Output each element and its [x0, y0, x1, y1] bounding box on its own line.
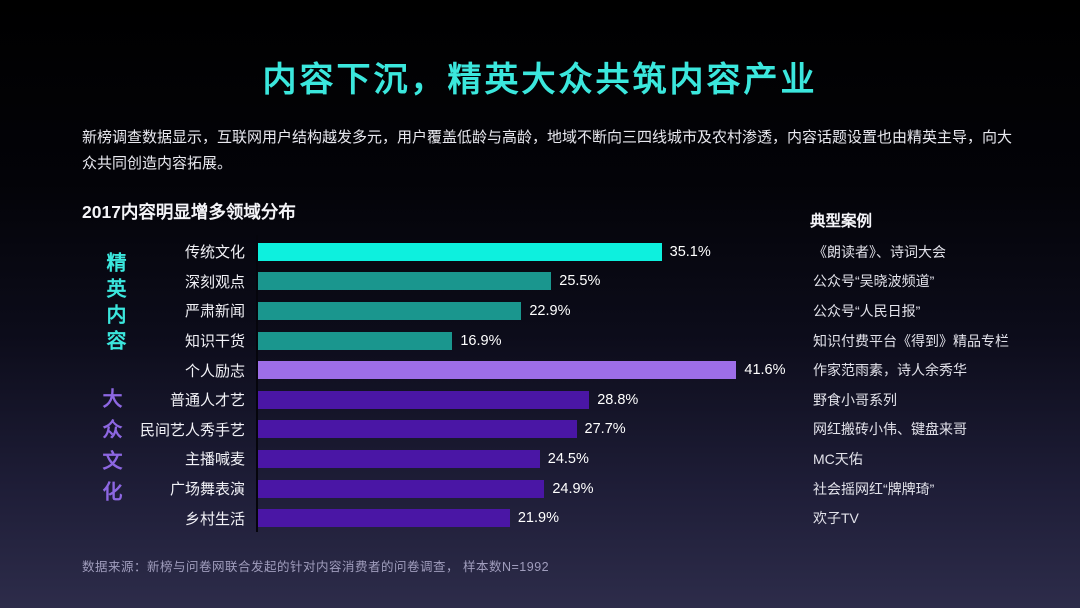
case-label: 社会摇网红“牌牌琦” — [813, 480, 935, 497]
category-label: 民间艺人秀手艺 — [139, 421, 245, 439]
bar — [258, 390, 590, 409]
value-label: 41.6% — [744, 362, 786, 379]
bar-row: 乡村生活 21.9% 欢子TV — [82, 503, 1072, 533]
value-label: 27.7% — [584, 421, 626, 438]
group-label-mass: 大众文化 — [99, 388, 121, 512]
value-label: 16.9% — [460, 332, 502, 349]
bar-row: 广场舞表演 24.9% 社会摇网红“牌牌琦” — [82, 474, 1072, 504]
category-label: 个人励志 — [184, 362, 245, 380]
value-label: 28.8% — [597, 391, 639, 408]
category-label: 深刻观点 — [184, 273, 245, 291]
bar-chart: 传统文化 35.1% 《朗读者》、诗词大会深刻观点 25.5% 公众号“吴晓波频道” 严肃… — [82, 235, 1072, 533]
case-label: 网红搬砖小伟、键盘来哥 — [813, 421, 967, 438]
source-note: 数据来源：新榜与问卷网联合发起的针对内容消费者的问卷调查， 样本数N=1992 — [82, 560, 550, 574]
bar-track: 24.5% — [258, 449, 803, 468]
group-label-elite: 精英内容 — [103, 252, 125, 356]
bar-row: 深刻观点 25.5% 公众号“吴晓波频道” — [82, 267, 1072, 297]
bar-track: 21.9% — [258, 509, 803, 528]
category-label: 传统文化 — [184, 244, 245, 262]
case-label: MC天佑 — [813, 450, 863, 467]
case-label: 公众号“人民日报” — [813, 302, 921, 319]
case-label: 欢子TV — [813, 510, 859, 527]
value-label: 25.5% — [559, 273, 601, 290]
bar — [258, 272, 552, 291]
value-label: 21.9% — [517, 510, 559, 527]
bar-track: 28.8% — [258, 390, 803, 409]
category-label: 知识干货 — [184, 333, 245, 351]
bar-row: 严肃新闻 22.9% 公众号“人民日报” — [82, 296, 1072, 326]
case-label: 公众号“吴晓波频道” — [813, 273, 935, 290]
bar-track: 24.9% — [258, 479, 803, 498]
bar — [258, 420, 577, 439]
bar-track: 25.5% — [258, 272, 803, 291]
value-label: 22.9% — [529, 302, 571, 319]
bar-track: 16.9% — [258, 331, 803, 350]
case-label: 野食小哥系列 — [813, 391, 897, 408]
bar — [258, 361, 737, 380]
category-label: 普通人才艺 — [169, 392, 245, 410]
bar-track: 41.6% — [258, 361, 803, 380]
bar-row: 传统文化 35.1% 《朗读者》、诗词大会 — [82, 237, 1072, 267]
bar — [258, 509, 510, 528]
axis-line — [256, 235, 258, 532]
bar-row: 知识干货 16.9% 知识付费平台《得到》精品专栏 — [82, 326, 1072, 356]
category-label: 严肃新闻 — [184, 303, 245, 321]
value-label: 24.5% — [547, 450, 589, 467]
case-label: 作家范雨素，诗人余秀华 — [813, 362, 967, 379]
bar-row: 民间艺人秀手艺 27.7% 网红搬砖小伟、键盘来哥 — [82, 415, 1072, 445]
bar-row: 普通人才艺 28.8% 野食小哥系列 — [82, 385, 1072, 415]
case-label: 知识付费平台《得到》精品专栏 — [813, 332, 1009, 349]
bar-track: 22.9% — [258, 301, 803, 320]
bar — [258, 331, 453, 350]
bar-row: 个人励志 41.6% 作家范雨素，诗人余秀华 — [82, 355, 1072, 385]
bar — [258, 449, 540, 468]
case-label: 《朗读者》、诗词大会 — [813, 243, 946, 260]
chart-title: 2017内容明显增多领域分布 — [82, 202, 296, 222]
category-label: 主播喊麦 — [184, 451, 245, 469]
bar-track: 35.1% — [258, 242, 803, 261]
bar-track: 27.7% — [258, 420, 803, 439]
cases-column-header: 典型案例 — [810, 213, 873, 230]
category-label: 乡村生活 — [184, 510, 245, 528]
value-label: 35.1% — [669, 243, 711, 260]
bar — [258, 479, 545, 498]
intro-paragraph: 新榜调查数据显示，互联网用户结构越发多元，用户覆盖低龄与高龄，地域不断向三四线城… — [82, 129, 1013, 172]
value-label: 24.9% — [552, 480, 594, 497]
bar-row: 主播喊麦 24.5% MC天佑 — [82, 444, 1072, 474]
bar — [258, 242, 662, 261]
page-title: 内容下沉，精英大众共筑内容产业 — [262, 61, 818, 99]
category-label: 广场舞表演 — [169, 481, 245, 499]
bar — [258, 301, 522, 320]
